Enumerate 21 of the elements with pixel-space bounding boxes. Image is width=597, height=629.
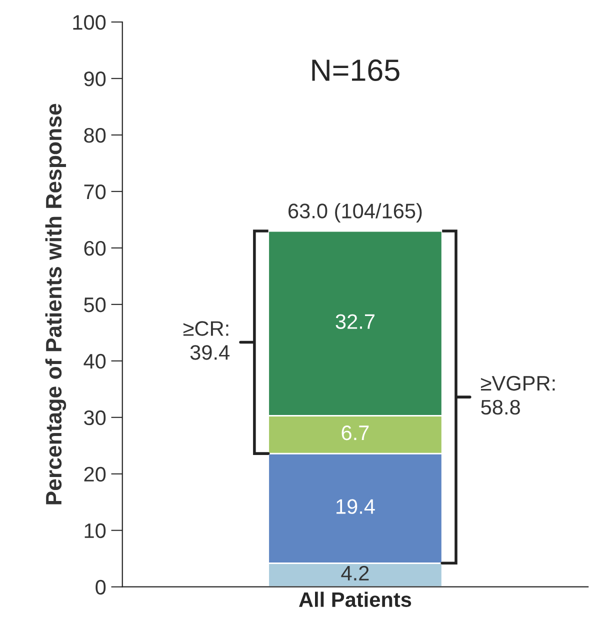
data-label: 6.7 xyxy=(342,425,369,440)
y-tick-label: 90 xyxy=(84,72,106,86)
y-tick-label: 100 xyxy=(73,15,106,30)
y-tick-label: 20 xyxy=(84,466,106,482)
y-axis-title: Percentage of Patients with Response xyxy=(45,104,66,504)
annotation: ≥CR: 39.4 xyxy=(183,321,230,360)
y-tick-label: 60 xyxy=(84,240,106,256)
y-tick-label: 40 xyxy=(84,354,106,369)
y-tick-label: 80 xyxy=(84,128,106,143)
data-label: 32.7 xyxy=(336,314,374,329)
y-tick-label: 30 xyxy=(84,410,106,426)
y-tick-label: 50 xyxy=(84,297,106,312)
annotation: N=165 xyxy=(312,59,400,82)
y-tick-label: 0 xyxy=(96,580,106,595)
y-tick-label: 10 xyxy=(84,523,106,538)
x-tick-label: All Patients xyxy=(299,592,412,608)
y-tick-label: 70 xyxy=(84,184,106,200)
annotation: ≥VGPR: 58.8 xyxy=(480,376,555,415)
data-label: 19.4 xyxy=(336,499,375,514)
total-label: 63.0 (104/165) xyxy=(288,203,422,223)
data-label: 4.2 xyxy=(341,566,369,580)
